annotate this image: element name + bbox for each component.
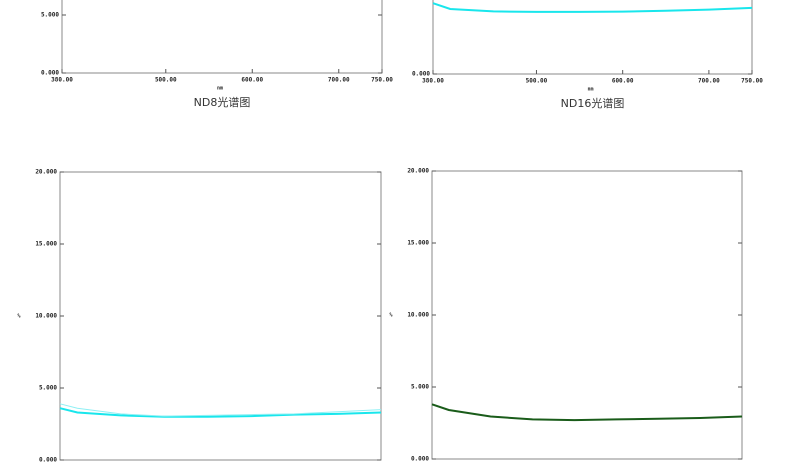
y-axis-label: % — [17, 314, 20, 320]
y-tick-label: 5.000 — [411, 384, 429, 391]
chart-caption: ND16光谱图 — [561, 96, 625, 110]
y-tick-label: 20.000 — [407, 168, 429, 175]
x-tick-label: 700.00 — [328, 77, 350, 84]
y-tick-label: 0.000 — [412, 71, 430, 78]
y-tick-label: 15.000 — [407, 240, 429, 247]
x-axis-label: nm — [217, 86, 223, 92]
y-tick-label: 10.000 — [35, 313, 57, 320]
spectrum-line — [431, 403, 743, 422]
plot-frame — [432, 0, 753, 75]
chart-caption: ND8光谱图 — [194, 95, 251, 109]
y-tick-label: 0.000 — [411, 456, 429, 462]
x-tick-label: 380.00 — [51, 77, 73, 84]
x-tick-label: 750.00 — [371, 77, 393, 84]
x-axis-label: nm — [587, 87, 593, 93]
y-tick-label: 0.000 — [41, 70, 59, 77]
x-tick-label: 600.00 — [612, 78, 634, 85]
y-tick-label: 5.000 — [41, 12, 59, 19]
x-tick-label: 750.00 — [741, 78, 763, 85]
y-tick-label: 0.000 — [39, 457, 57, 462]
plot-frame — [61, 0, 383, 74]
spectrum-line — [59, 403, 382, 417]
y-tick-label: 20.000 — [35, 169, 57, 176]
y-tick-label: 15.000 — [35, 241, 57, 248]
spectrum-line — [59, 407, 382, 418]
x-tick-label: 700.00 — [698, 78, 720, 85]
spectrum-line — [432, 2, 753, 13]
x-tick-label: 500.00 — [155, 77, 177, 84]
y-tick-label: 5.000 — [39, 385, 57, 392]
y-axis-label: % — [389, 313, 392, 319]
x-tick-label: 380.00 — [422, 78, 444, 85]
y-tick-label: 10.000 — [407, 312, 429, 319]
plot-frame — [431, 170, 743, 460]
x-tick-label: 500.00 — [526, 78, 548, 85]
x-tick-label: 600.00 — [241, 77, 263, 84]
